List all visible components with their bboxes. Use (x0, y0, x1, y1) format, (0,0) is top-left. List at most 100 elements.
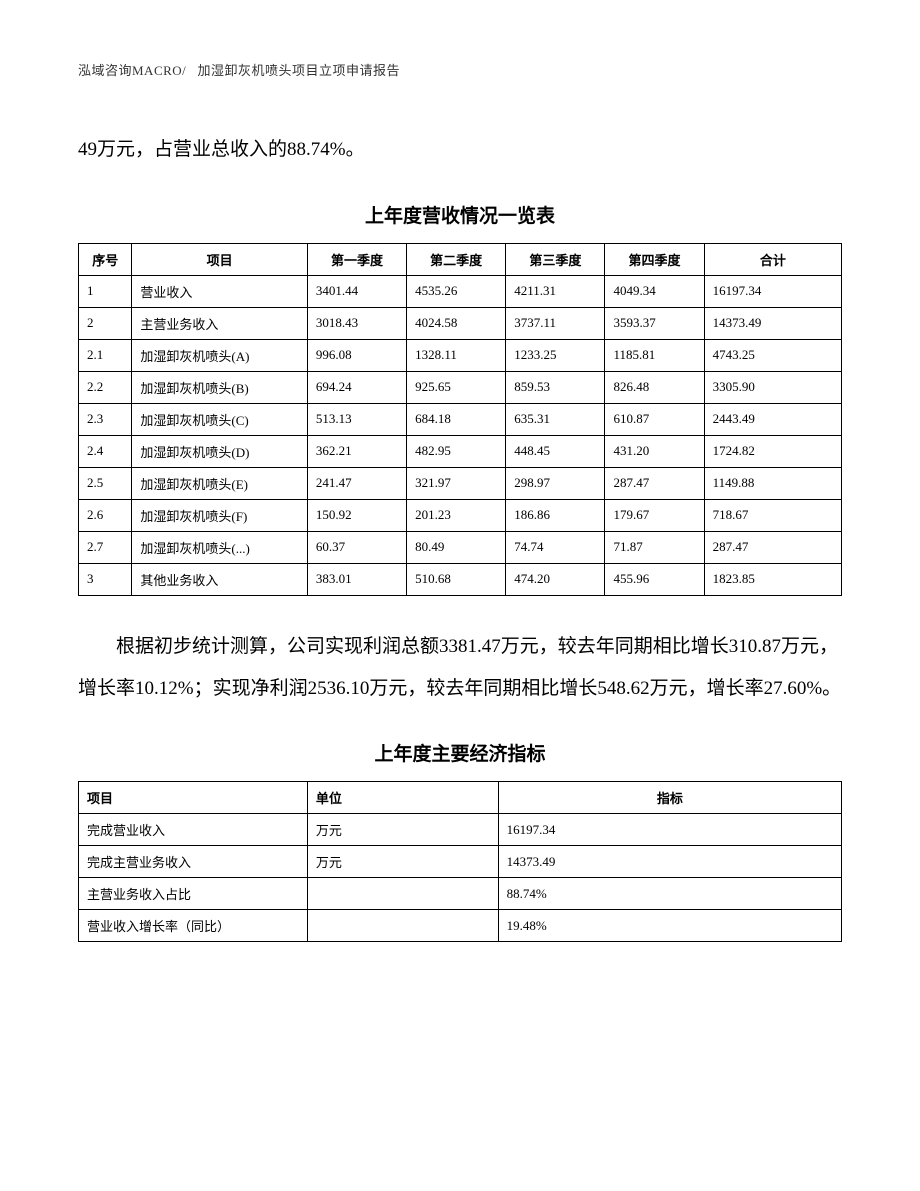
indicator-table: 项目 单位 指标 完成营业收入万元16197.34完成主营业务收入万元14373… (78, 781, 842, 942)
table-cell: 362.21 (307, 435, 406, 467)
table-cell: 加湿卸灰机喷头(D) (132, 435, 307, 467)
table-cell: 2.3 (79, 403, 132, 435)
table-cell: 2.4 (79, 435, 132, 467)
table-cell: 80.49 (407, 531, 506, 563)
table1-body: 1营业收入3401.444535.264211.314049.3416197.3… (79, 275, 842, 595)
table-cell: 3018.43 (307, 307, 406, 339)
table-cell: 150.92 (307, 499, 406, 531)
table-cell: 2.2 (79, 371, 132, 403)
table1-header-row: 序号 项目 第一季度 第二季度 第三季度 第四季度 合计 (79, 243, 842, 275)
table1-header-cell: 合计 (704, 243, 841, 275)
table2-header-cell: 单位 (307, 782, 498, 814)
revenue-table: 序号 项目 第一季度 第二季度 第三季度 第四季度 合计 1营业收入3401.4… (78, 243, 842, 596)
table2-header-cell: 指标 (498, 782, 841, 814)
table-cell: 718.67 (704, 499, 841, 531)
table-cell: 3 (79, 563, 132, 595)
table-cell: 3401.44 (307, 275, 406, 307)
table2-title: 上年度主要经济指标 (78, 739, 842, 766)
paragraph-1: 49万元，占营业总收入的88.74%。 (78, 129, 842, 171)
table-cell: 加湿卸灰机喷头(F) (132, 499, 307, 531)
table-row: 1营业收入3401.444535.264211.314049.3416197.3… (79, 275, 842, 307)
table1-header-cell: 第二季度 (407, 243, 506, 275)
table1-header-cell: 第一季度 (307, 243, 406, 275)
table-cell: 加湿卸灰机喷头(A) (132, 339, 307, 371)
table-cell: 1149.88 (704, 467, 841, 499)
table-cell: 287.47 (605, 467, 704, 499)
table-cell: 186.86 (506, 499, 605, 531)
table-cell: 482.95 (407, 435, 506, 467)
table-cell: 60.37 (307, 531, 406, 563)
table-cell: 14373.49 (498, 846, 841, 878)
table-row: 主营业务收入占比88.74% (79, 878, 842, 910)
table-cell: 1328.11 (407, 339, 506, 371)
table-cell: 其他业务收入 (132, 563, 307, 595)
table-cell: 2.7 (79, 531, 132, 563)
table-row: 2.5加湿卸灰机喷头(E)241.47321.97298.97287.47114… (79, 467, 842, 499)
header-doc-title: 加湿卸灰机喷头项目立项申请报告 (198, 63, 401, 78)
table1-header-cell: 序号 (79, 243, 132, 275)
table-cell: 营业收入 (132, 275, 307, 307)
table-cell: 19.48% (498, 910, 841, 942)
table-cell: 完成主营业务收入 (79, 846, 308, 878)
table-row: 2.3加湿卸灰机喷头(C)513.13684.18635.31610.87244… (79, 403, 842, 435)
table-row: 2主营业务收入3018.434024.583737.113593.3714373… (79, 307, 842, 339)
table-row: 2.1加湿卸灰机喷头(A)996.081328.111233.251185.81… (79, 339, 842, 371)
table-cell: 635.31 (506, 403, 605, 435)
table-cell: 4743.25 (704, 339, 841, 371)
table-cell: 3305.90 (704, 371, 841, 403)
table-cell: 74.74 (506, 531, 605, 563)
table-row: 3其他业务收入383.01510.68474.20455.961823.85 (79, 563, 842, 595)
table-row: 2.6加湿卸灰机喷头(F)150.92201.23186.86179.67718… (79, 499, 842, 531)
table-cell: 859.53 (506, 371, 605, 403)
table-row: 2.4加湿卸灰机喷头(D)362.21482.95448.45431.20172… (79, 435, 842, 467)
table-cell: 996.08 (307, 339, 406, 371)
table1-header-cell: 第三季度 (506, 243, 605, 275)
table-row: 2.2加湿卸灰机喷头(B)694.24925.65859.53826.48330… (79, 371, 842, 403)
table-cell: 431.20 (605, 435, 704, 467)
table-cell: 加湿卸灰机喷头(B) (132, 371, 307, 403)
table-cell: 513.13 (307, 403, 406, 435)
table-cell (307, 878, 498, 910)
table-cell: 241.47 (307, 467, 406, 499)
table-cell: 加湿卸灰机喷头(E) (132, 467, 307, 499)
table-cell: 14373.49 (704, 307, 841, 339)
table-cell: 2 (79, 307, 132, 339)
table-cell: 1 (79, 275, 132, 307)
table-cell: 201.23 (407, 499, 506, 531)
table-cell: 474.20 (506, 563, 605, 595)
table1-header-cell: 项目 (132, 243, 307, 275)
table-row: 营业收入增长率（同比）19.48% (79, 910, 842, 942)
table-cell: 2443.49 (704, 403, 841, 435)
table-cell: 694.24 (307, 371, 406, 403)
table-cell: 321.97 (407, 467, 506, 499)
table-cell: 2.5 (79, 467, 132, 499)
table-cell: 510.68 (407, 563, 506, 595)
table-row: 完成主营业务收入万元14373.49 (79, 846, 842, 878)
table-cell: 16197.34 (498, 814, 841, 846)
table-cell: 16197.34 (704, 275, 841, 307)
page-header: 泓域咨询MACRO/ 加湿卸灰机喷头项目立项申请报告 (78, 60, 842, 79)
table-cell: 684.18 (407, 403, 506, 435)
table-cell: 610.87 (605, 403, 704, 435)
table-cell: 完成营业收入 (79, 814, 308, 846)
table2-body: 完成营业收入万元16197.34完成主营业务收入万元14373.49主营业务收入… (79, 814, 842, 942)
table-cell: 383.01 (307, 563, 406, 595)
table-cell: 主营业务收入占比 (79, 878, 308, 910)
table-cell: 万元 (307, 814, 498, 846)
table-cell: 1185.81 (605, 339, 704, 371)
table-cell: 3737.11 (506, 307, 605, 339)
table-cell: 主营业务收入 (132, 307, 307, 339)
table-cell: 287.47 (704, 531, 841, 563)
table-cell: 1724.82 (704, 435, 841, 467)
table-cell: 2.6 (79, 499, 132, 531)
table-cell: 298.97 (506, 467, 605, 499)
table1-header-cell: 第四季度 (605, 243, 704, 275)
table-cell: 4211.31 (506, 275, 605, 307)
table-cell: 4049.34 (605, 275, 704, 307)
table1-title: 上年度营收情况一览表 (78, 201, 842, 228)
table-cell: 179.67 (605, 499, 704, 531)
table-cell: 455.96 (605, 563, 704, 595)
table-cell: 万元 (307, 846, 498, 878)
table-cell: 3593.37 (605, 307, 704, 339)
table-cell: 1823.85 (704, 563, 841, 595)
